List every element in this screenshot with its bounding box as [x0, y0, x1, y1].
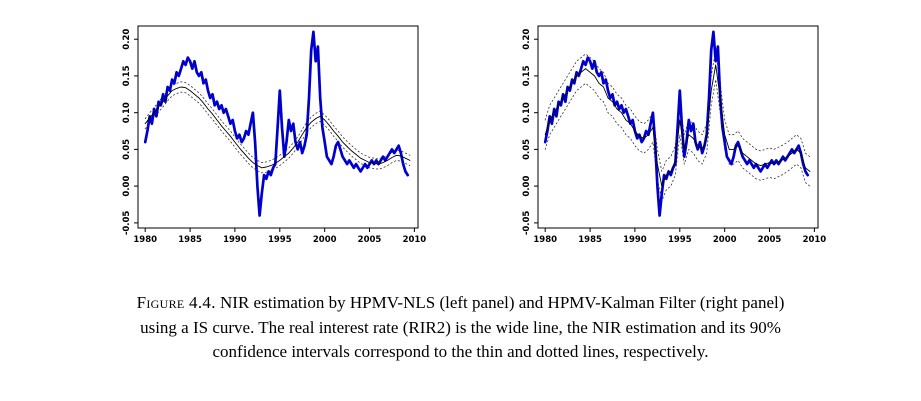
x-tick-label: 2000 [312, 235, 336, 245]
left-chart: 1980 1985 1990 1995 2000 2005 2010 -0.05 0.00 0.0… [122, 25, 426, 245]
series-nir-estimation-hpmv-kalman [544, 64, 810, 187]
y-tick-label: 0.05 [522, 139, 532, 160]
x-tick-label: 2010 [802, 235, 825, 245]
y-tick-label: 0.20 [122, 29, 132, 50]
y-tick-label: 0.15 [122, 65, 132, 86]
y-tick-label: -0.05 [122, 211, 132, 236]
y-tick-label: -0.05 [522, 211, 532, 236]
x-tick-label: 2005 [757, 235, 781, 245]
caption-text: NIR estimation by HPMV-NLS (left panel) … [140, 293, 785, 362]
x-tick-label: 2005 [357, 235, 381, 245]
series-rir2-real-interest-rate [143, 30, 409, 217]
right-chart: 1980 1985 1990 1995 2000 2005 2010 -0.05 0.00 0.0… [522, 25, 826, 245]
x-tick-label: 1980 [133, 235, 157, 245]
chart-panel-left-hpmv-nls: 1980 1985 1990 1995 2000 2005 2010 -0.05 0.00 0.0… [96, 14, 426, 271]
series-nir-estimation-hpmv-nls [144, 86, 410, 169]
x-tick-label: 1990 [223, 235, 247, 245]
y-tick-label: 0.00 [522, 176, 532, 197]
x-tick-label: 1995 [267, 235, 291, 245]
y-tick-label: 0.10 [122, 102, 132, 123]
x-tick-label: 1985 [178, 235, 202, 245]
x-tick-label: 1990 [623, 235, 647, 245]
y-tick-label: 0.20 [522, 29, 532, 50]
x-tick-label: 1995 [667, 235, 691, 245]
x-tick-label: 2000 [712, 235, 736, 245]
y-tick-label: 0.10 [522, 102, 532, 123]
x-tick-label: 1980 [533, 235, 557, 245]
y-tick-label: 0.15 [522, 65, 532, 86]
chart-panel-right-hpmv-kalman: 1980 1985 1990 1995 2000 2005 2010 -0.05 0.00 0.0… [496, 14, 826, 271]
y-tick-label: 0.00 [122, 176, 132, 197]
y-tick-label: 0.05 [122, 139, 132, 160]
series-nir-90-pct-ci-upper-nls [144, 81, 410, 164]
caption-label: Figure 4.4. [136, 293, 216, 312]
x-tick-label: 1985 [578, 235, 602, 245]
series-rir2-real-interest-rate [543, 30, 809, 217]
x-tick-label: 2010 [402, 235, 425, 245]
figure-caption: Figure 4.4. NIR estimation by HPMV-NLS (… [126, 291, 796, 365]
charts-row: 1980 1985 1990 1995 2000 2005 2010 -0.05 0.00 0.0… [96, 14, 826, 271]
